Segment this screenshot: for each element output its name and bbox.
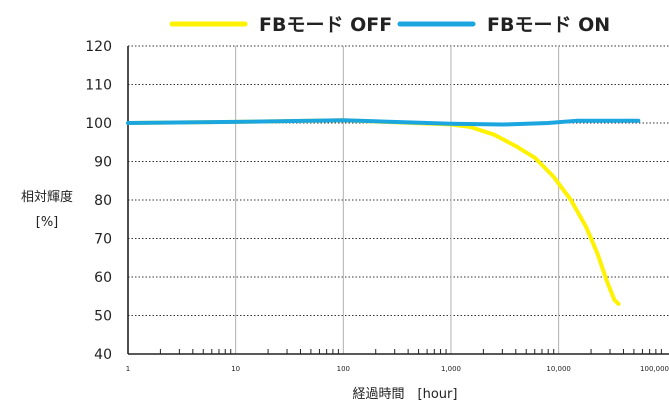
y-tick-label: 120 — [85, 39, 112, 55]
x-axis-label: 経過時間 [hour] — [353, 387, 458, 402]
horizontal-gridlines — [128, 45, 669, 316]
series-line-fb-off — [126, 118, 621, 306]
y-tick-label: 110 — [85, 78, 112, 94]
legend-label-fb-on: FBモード ON — [487, 14, 610, 36]
y-tick-label: 60 — [94, 270, 112, 286]
y-tick-label: 40 — [94, 347, 112, 363]
x-tick-label: 10,000 — [546, 365, 571, 373]
x-tick-label: 1 — [126, 365, 130, 373]
series-line-fb-on — [126, 118, 641, 127]
y-tick-label: 80 — [94, 193, 112, 209]
x-tick-labels: 1 10 100 1,000 10,000 100,000 — [126, 365, 669, 373]
y-tick-label: 50 — [94, 309, 112, 325]
series-layer — [126, 118, 641, 306]
y-tick-label: 70 — [94, 232, 112, 248]
x-tick-label: 100 — [337, 365, 350, 373]
x-tick-label: 100,000 — [640, 365, 669, 373]
y-tick-label: 100 — [85, 116, 112, 132]
x-tick-label: 1,000 — [441, 365, 461, 373]
x-tick-label: 10 — [231, 365, 240, 373]
vertical-gridlines — [235, 46, 560, 354]
legend-label-fb-off: FBモード OFF — [259, 14, 392, 36]
y-axis-label: 相対輝度 — [21, 189, 73, 205]
legend: FBモード OFF FBモード ON — [169, 14, 610, 36]
y-axis-unit: [%] — [36, 215, 59, 230]
y-tick-labels: 40 50 60 70 80 90 100 110 120 — [85, 39, 112, 363]
y-tick-label: 90 — [94, 155, 112, 171]
x-minor-ticks — [159, 349, 662, 354]
